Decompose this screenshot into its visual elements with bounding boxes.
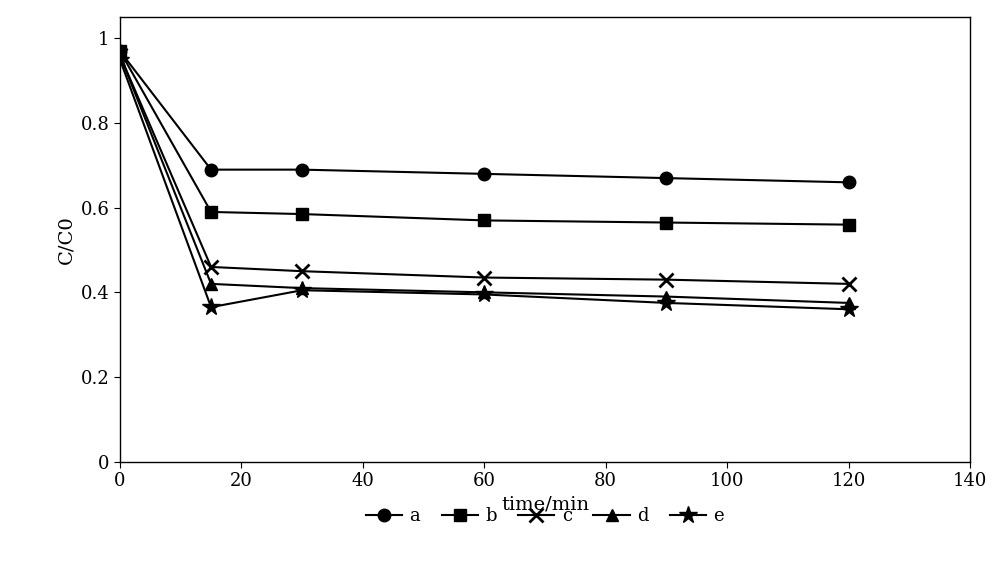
e	[660, 299, 672, 306]
Line: a: a	[114, 45, 855, 189]
d	[843, 299, 855, 306]
c	[478, 274, 490, 281]
e	[296, 287, 308, 294]
a	[205, 166, 217, 173]
Legend: a, b, c, d, e: a, b, c, d, e	[359, 500, 731, 533]
a	[843, 179, 855, 186]
b	[114, 48, 126, 55]
c	[660, 276, 672, 283]
d	[478, 289, 490, 296]
X-axis label: time/min: time/min	[501, 496, 589, 514]
e	[205, 304, 217, 310]
a	[296, 166, 308, 173]
e	[114, 56, 126, 63]
b	[205, 208, 217, 215]
d	[114, 52, 126, 59]
Line: c: c	[113, 48, 856, 291]
c	[205, 264, 217, 271]
b	[660, 219, 672, 226]
a	[660, 175, 672, 182]
Line: b: b	[114, 45, 855, 231]
b	[478, 217, 490, 224]
a	[478, 170, 490, 177]
c	[114, 52, 126, 59]
e	[843, 306, 855, 313]
Line: e: e	[111, 51, 858, 319]
d	[296, 284, 308, 291]
a	[114, 48, 126, 55]
e	[478, 291, 490, 298]
c	[843, 280, 855, 287]
b	[843, 221, 855, 228]
b	[296, 211, 308, 218]
d	[660, 293, 672, 300]
c	[296, 268, 308, 275]
Line: d: d	[114, 49, 855, 309]
d	[205, 280, 217, 287]
Y-axis label: C/C0: C/C0	[57, 215, 75, 264]
